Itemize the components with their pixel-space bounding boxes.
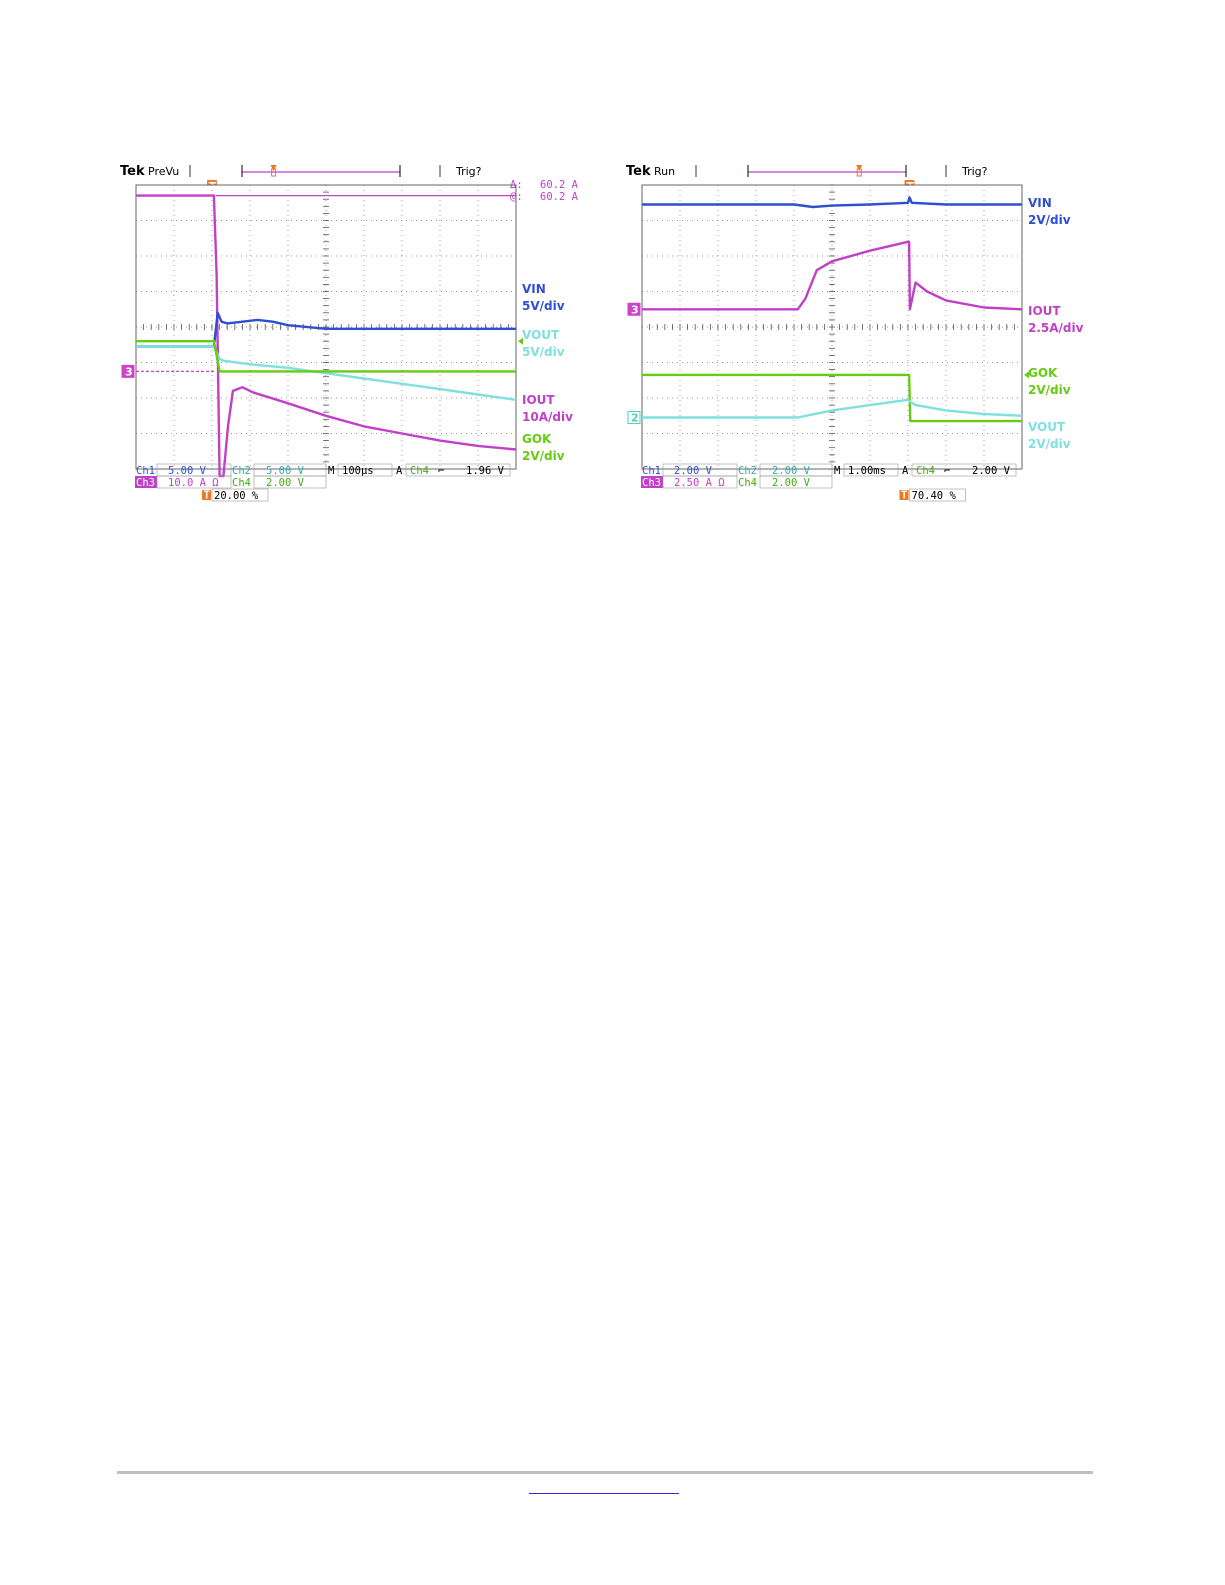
readout-m-label: M <box>834 465 840 477</box>
channel-marker-label: 2 <box>631 412 639 425</box>
readout-ch1-label: Ch1 <box>136 465 155 477</box>
legend-iout-scale: 10A/div <box>522 410 573 424</box>
trigger-status: Trig? <box>961 165 988 178</box>
readout-box <box>337 463 393 477</box>
readout-ch3-value: 10.0 A Ω <box>168 477 219 489</box>
readout-ch4-value: 2.00 V <box>266 477 305 489</box>
trigger-level-arrow <box>1024 371 1029 379</box>
trace-vin <box>136 311 516 348</box>
legend-vout-scale: 5V/div <box>522 345 565 359</box>
legend-vin-name: VIN <box>522 282 546 296</box>
trace-vin <box>642 196 1022 209</box>
record-window-marker <box>856 168 862 177</box>
legend-vin-name: VIN <box>1028 196 1052 210</box>
channel-marker-ref2 <box>627 411 641 425</box>
readout-trigger-position: 70.40 % <box>912 490 957 502</box>
readout-trig-channel: Ch4 <box>916 465 935 477</box>
record-trigger-marker <box>270 165 277 171</box>
legend-iout-name: IOUT <box>522 393 555 407</box>
readout-m-label: M <box>328 465 334 477</box>
measure-at-value: 60.2 A <box>540 191 579 203</box>
readout-ch4-label: Ch4 <box>738 477 757 489</box>
measure-at-label: @: <box>510 191 523 203</box>
trace-gok <box>136 340 516 373</box>
readout-box <box>843 463 899 477</box>
trigger-status: Trig? <box>455 165 482 178</box>
trigger-level-arrow <box>518 337 523 345</box>
footer-rule <box>117 1471 1093 1474</box>
readout-box <box>156 475 232 489</box>
legend-vout-name: VOUT <box>1028 420 1066 434</box>
readout-ch3-label: Ch3 <box>642 477 661 489</box>
legend-iout-name: IOUT <box>1028 304 1061 318</box>
readout-box <box>405 463 511 477</box>
readout-ch3-badge <box>135 476 157 488</box>
readout-ch1-label: Ch1 <box>642 465 661 477</box>
readout-ch2-value: 5.00 V <box>266 465 305 477</box>
legend-gok-scale: 2V/div <box>1028 383 1071 397</box>
readout-ch4-label: Ch4 <box>232 477 251 489</box>
readout-timebase: 100µs <box>342 465 374 477</box>
legend-gok-name: GOK <box>1028 366 1058 380</box>
trigger-pos-icon-glyph: T <box>204 490 210 502</box>
readout-a-label: A <box>396 465 403 477</box>
falling-edge-icon: ⌐ <box>438 465 444 477</box>
record-window-marker <box>271 168 277 177</box>
readout-box <box>253 475 327 489</box>
channel-marker-ref3 <box>121 364 135 378</box>
trace-iout <box>642 240 1023 311</box>
readout-ch3-label: Ch3 <box>136 477 155 489</box>
readout-timebase: 1.00ms <box>848 465 886 477</box>
falling-edge-icon: ⌐ <box>944 465 950 477</box>
readout-trigger-position: 20.00 % <box>214 490 259 502</box>
record-trigger-marker <box>856 165 863 171</box>
legend-iout-scale: 2.5A/div <box>1028 321 1084 335</box>
readout-trig-channel: Ch4 <box>410 465 429 477</box>
readout-box <box>759 475 833 489</box>
readout-a-label: A <box>902 465 909 477</box>
tek-logo: Tek <box>120 164 145 179</box>
readout-ch4-value: 2.00 V <box>772 477 811 489</box>
readout-box <box>911 463 1017 477</box>
measure-delta-label: Δ: <box>510 179 523 191</box>
readout-ch3-badge <box>641 476 663 488</box>
readout-ch2-label: Ch2 <box>738 465 757 477</box>
legend-gok-scale: 2V/div <box>522 449 565 463</box>
legend-vout-scale: 2V/div <box>1028 437 1071 451</box>
footer-link[interactable] <box>529 1493 679 1494</box>
readout-ch1-value: 5.00 V <box>168 465 207 477</box>
tek-logo: Tek <box>626 164 651 179</box>
readout-trig-level: 1.96 V <box>466 465 505 477</box>
readout-box <box>909 488 966 502</box>
channel-marker-label: 3 <box>631 303 639 316</box>
readout-ch2-label: Ch2 <box>232 465 251 477</box>
graticule <box>641 184 1023 470</box>
channel-marker-label: 3 <box>125 365 133 378</box>
readout-ch1-value: 2.00 V <box>674 465 713 477</box>
readout-box <box>662 475 738 489</box>
legend-gok-name: GOK <box>522 432 552 446</box>
trace-iout <box>136 194 517 478</box>
trigger-pos-icon-glyph: T <box>901 490 907 502</box>
trace-vout <box>642 398 1023 419</box>
readout-ch3-value: 2.50 A Ω <box>674 477 725 489</box>
legend-vin-scale: 2V/div <box>1028 213 1071 227</box>
acq-mode: Run <box>654 165 675 178</box>
readout-ch2-value: 2.00 V <box>772 465 811 477</box>
trigger-pos-icon <box>202 490 211 500</box>
graticule <box>135 184 517 470</box>
readout-box <box>211 488 269 502</box>
trace-gok <box>642 373 1022 423</box>
measure-delta-value: 60.2 A <box>540 179 579 191</box>
readout-trig-level: 2.00 V <box>972 465 1011 477</box>
legend-vout-name: VOUT <box>522 328 560 342</box>
legend-vin-scale: 5V/div <box>522 299 565 313</box>
acq-mode: PreVu <box>148 165 179 178</box>
channel-marker-ref3 <box>627 302 641 316</box>
trigger-pos-icon <box>899 490 909 500</box>
